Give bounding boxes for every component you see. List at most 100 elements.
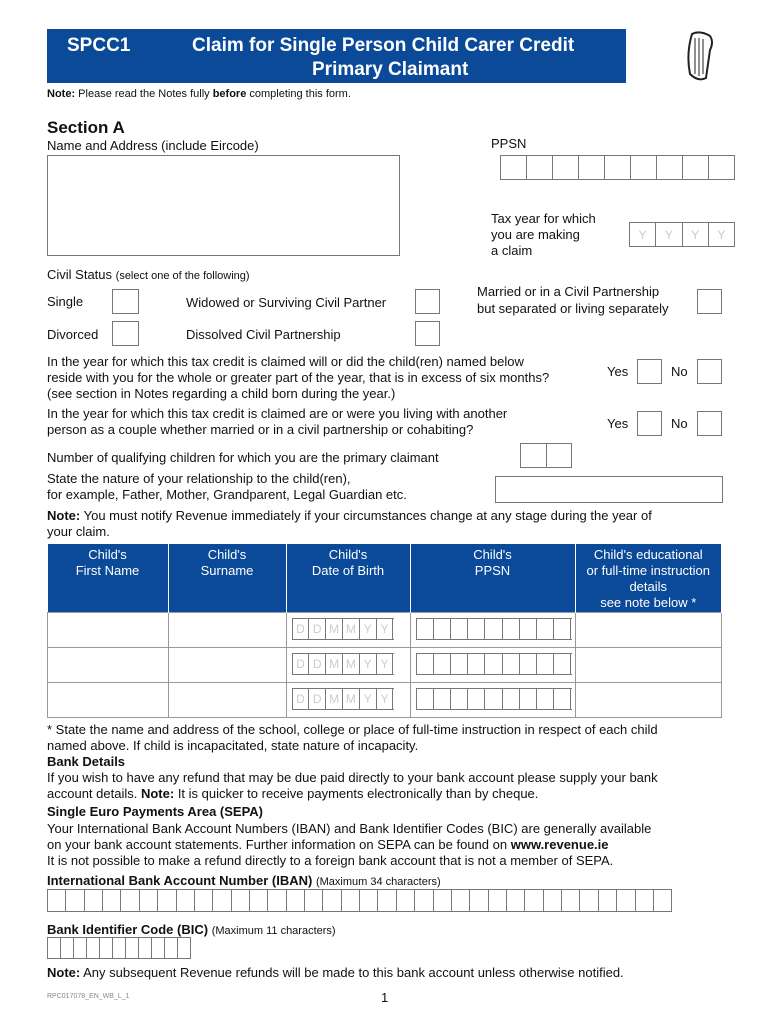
char-cell[interactable] [232, 890, 250, 911]
child-education-cell[interactable] [574, 647, 722, 683]
char-cell[interactable] [631, 156, 657, 179]
child-first-name-cell[interactable] [47, 682, 169, 718]
char-cell[interactable] [113, 938, 126, 958]
char-cell[interactable] [636, 890, 654, 911]
char-cell[interactable]: D [309, 619, 327, 639]
char-cell[interactable] [580, 890, 599, 911]
char-cell[interactable] [126, 938, 139, 958]
char-cell[interactable] [434, 654, 451, 674]
char-cell[interactable] [537, 654, 555, 674]
char-cell[interactable] [177, 890, 195, 911]
char-cell[interactable] [121, 890, 140, 911]
char-cell[interactable] [323, 890, 342, 911]
char-cell[interactable] [468, 619, 486, 639]
char-cell[interactable] [525, 890, 544, 911]
char-cell[interactable] [158, 890, 177, 911]
char-cell[interactable] [66, 890, 85, 911]
char-cell[interactable]: Y [360, 689, 377, 709]
char-cell[interactable]: Y [360, 654, 377, 674]
char-cell[interactable] [165, 938, 178, 958]
child-ppsn-field[interactable] [415, 653, 572, 675]
child-education-cell[interactable] [574, 682, 722, 718]
char-cell[interactable]: M [343, 689, 360, 709]
char-cell[interactable]: Y [656, 223, 683, 246]
char-cell[interactable]: D [293, 689, 310, 709]
char-cell[interactable] [417, 689, 434, 709]
char-cell[interactable] [709, 156, 735, 179]
char-cell[interactable] [485, 619, 503, 639]
char-cell[interactable] [195, 890, 214, 911]
char-cell[interactable] [360, 890, 379, 911]
child-ppsn-cell[interactable] [409, 612, 576, 648]
char-cell[interactable] [605, 156, 631, 179]
char-cell[interactable] [503, 654, 520, 674]
married-separated-checkbox[interactable] [697, 289, 722, 314]
char-cell[interactable] [579, 156, 605, 179]
char-cell[interactable] [544, 890, 563, 911]
char-cell[interactable] [287, 890, 306, 911]
char-cell[interactable] [434, 619, 451, 639]
char-cell[interactable] [599, 890, 618, 911]
char-cell[interactable] [683, 156, 709, 179]
divorced-checkbox[interactable] [112, 321, 139, 346]
char-cell[interactable] [657, 156, 683, 179]
char-cell[interactable] [417, 654, 434, 674]
char-cell[interactable]: Y [360, 619, 377, 639]
char-cell[interactable] [61, 938, 74, 958]
char-cell[interactable] [520, 689, 538, 709]
char-cell[interactable] [468, 689, 486, 709]
char-cell[interactable] [501, 156, 527, 179]
q1-no-checkbox[interactable] [697, 359, 722, 384]
char-cell[interactable]: Y [630, 223, 657, 246]
char-cell[interactable] [87, 938, 100, 958]
name-address-field[interactable] [47, 155, 400, 256]
char-cell[interactable] [103, 890, 122, 911]
char-cell[interactable] [520, 619, 538, 639]
child-surname-cell[interactable] [167, 682, 287, 718]
char-cell[interactable] [554, 689, 572, 709]
child-education-cell[interactable] [574, 612, 722, 648]
char-cell[interactable]: M [326, 619, 343, 639]
char-cell[interactable] [451, 619, 469, 639]
single-checkbox[interactable] [112, 289, 139, 314]
char-cell[interactable] [617, 890, 636, 911]
char-cell[interactable] [415, 890, 434, 911]
char-cell[interactable] [378, 890, 397, 911]
char-cell[interactable] [507, 890, 526, 911]
child-first-name-cell[interactable] [47, 612, 169, 648]
char-cell[interactable] [342, 890, 361, 911]
child-ppsn-field[interactable] [415, 618, 572, 640]
char-cell[interactable] [470, 890, 489, 911]
relationship-field[interactable] [495, 476, 723, 503]
child-ppsn-cell[interactable] [409, 647, 576, 683]
char-cell[interactable]: M [343, 654, 360, 674]
char-cell[interactable] [417, 619, 434, 639]
char-cell[interactable]: Y [683, 223, 709, 246]
char-cell[interactable] [451, 654, 469, 674]
char-cell[interactable] [547, 444, 572, 467]
char-cell[interactable] [654, 890, 673, 911]
char-cell[interactable] [521, 444, 547, 467]
char-cell[interactable] [489, 890, 507, 911]
char-cell[interactable] [562, 890, 581, 911]
char-cell[interactable] [434, 689, 451, 709]
child-first-name-cell[interactable] [47, 647, 169, 683]
ppsn-field[interactable] [500, 155, 735, 180]
char-cell[interactable] [48, 890, 67, 911]
dissolved-checkbox[interactable] [415, 321, 440, 346]
char-cell[interactable] [527, 156, 553, 179]
char-cell[interactable]: Y [709, 223, 735, 246]
char-cell[interactable]: Y [377, 619, 394, 639]
bic-field[interactable] [47, 937, 191, 959]
char-cell[interactable] [178, 938, 191, 958]
q2-yes-checkbox[interactable] [637, 411, 662, 436]
char-cell[interactable] [152, 938, 165, 958]
q1-yes-checkbox[interactable] [637, 359, 662, 384]
char-cell[interactable] [537, 619, 555, 639]
char-cell[interactable] [451, 689, 469, 709]
char-cell[interactable] [140, 890, 159, 911]
